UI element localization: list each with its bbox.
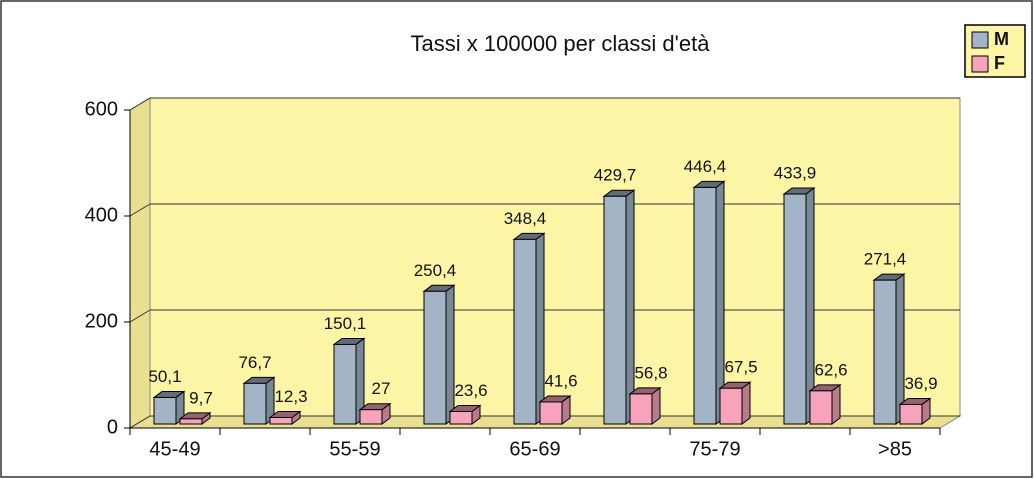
data-label: 250,4 xyxy=(414,261,457,280)
bar-side xyxy=(895,273,905,425)
bar-group xyxy=(898,397,932,425)
bar-group xyxy=(332,337,366,425)
grid-line-side xyxy=(129,97,151,111)
data-label: 62,6 xyxy=(814,360,847,379)
data-label: 56,8 xyxy=(634,363,667,382)
bar-group xyxy=(178,411,212,425)
bar-side xyxy=(831,383,841,425)
bar-side xyxy=(445,284,455,425)
bar-group xyxy=(358,402,392,425)
bar xyxy=(603,195,627,425)
bar-side xyxy=(625,189,635,425)
data-label: 36,9 xyxy=(904,374,937,393)
grid-line-side xyxy=(129,203,151,217)
bar-group xyxy=(718,381,752,425)
bar xyxy=(153,396,177,425)
chart-title: Tassi x 100000 per classi d'età xyxy=(411,31,711,56)
bar-group xyxy=(692,180,726,425)
y-tick-label: 400 xyxy=(85,204,118,226)
x-tick-label: 55-59 xyxy=(329,438,380,460)
bar xyxy=(423,290,447,425)
data-label: 23,6 xyxy=(454,381,487,400)
bar xyxy=(539,401,563,425)
x-tick-label: >85 xyxy=(878,438,912,460)
bar xyxy=(359,409,383,425)
bar-group xyxy=(538,394,572,425)
data-label: 27 xyxy=(372,379,391,398)
bar xyxy=(243,382,267,425)
legend-label: F xyxy=(994,53,1005,73)
data-label: 67,5 xyxy=(724,358,757,377)
bar-group xyxy=(628,386,662,425)
legend-swatch xyxy=(971,31,989,49)
bar-group xyxy=(422,284,456,425)
bar-group xyxy=(602,189,636,425)
bar xyxy=(269,416,293,425)
bar-group xyxy=(782,187,816,425)
bar-group xyxy=(242,376,276,425)
bar-side xyxy=(535,232,545,425)
legend-label: M xyxy=(994,29,1009,49)
data-label: 41,6 xyxy=(544,371,577,390)
y-tick-label: 600 xyxy=(85,98,118,120)
bar xyxy=(899,403,923,425)
data-label: 150,1 xyxy=(324,314,367,333)
bar xyxy=(449,410,473,425)
bar-group xyxy=(512,232,546,425)
bar-group xyxy=(152,390,186,425)
bar-side xyxy=(741,381,751,425)
side-wall xyxy=(129,97,151,429)
bar-group xyxy=(808,383,842,425)
bar-group xyxy=(448,404,482,425)
bar xyxy=(873,279,897,425)
data-label: 429,7 xyxy=(594,166,637,185)
data-label: 50,1 xyxy=(148,367,181,386)
bar-group xyxy=(268,410,302,425)
bar xyxy=(629,393,653,425)
data-label: 348,4 xyxy=(504,209,547,228)
data-label: 9,7 xyxy=(189,388,213,407)
bar xyxy=(179,418,203,425)
y-tick-label: 0 xyxy=(107,416,118,438)
bar xyxy=(513,238,537,425)
y-tick-label: 200 xyxy=(85,310,118,332)
legend-swatch xyxy=(971,55,989,73)
bar xyxy=(333,343,357,425)
bar xyxy=(693,186,717,425)
grid-line-side xyxy=(129,309,151,323)
data-label: 12,3 xyxy=(274,387,307,406)
bar xyxy=(719,387,743,425)
data-label: 76,7 xyxy=(238,353,271,372)
bar-group xyxy=(872,273,906,425)
x-tick-label: 75-79 xyxy=(689,438,740,460)
data-label: 271,4 xyxy=(864,250,907,269)
x-tick-label: 45-49 xyxy=(149,438,200,460)
bar xyxy=(783,193,807,425)
x-tick-label: 65-69 xyxy=(509,438,560,460)
grid-line-side xyxy=(129,415,151,429)
data-label: 446,4 xyxy=(684,157,727,176)
bar xyxy=(809,390,833,425)
data-label: 433,9 xyxy=(774,164,817,183)
